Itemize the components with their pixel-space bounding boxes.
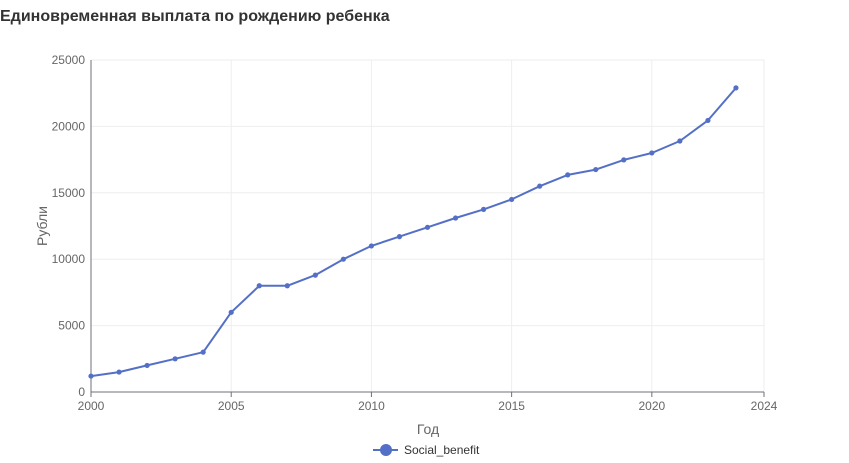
x-tick-label: 2020 <box>638 399 665 413</box>
legend-item-social-benefit[interactable]: Social_benefit <box>373 441 479 459</box>
series <box>88 85 739 379</box>
x-tick-labels: 2000 2005 2010 2015 2020 2024 <box>78 399 778 413</box>
y-tick-label: 25000 <box>52 53 86 67</box>
y-tick-label: 20000 <box>52 119 86 133</box>
x-tick-label: 2010 <box>358 399 385 413</box>
data-point[interactable] <box>733 85 739 91</box>
data-point[interactable] <box>509 196 515 203</box>
x-tick-label: 2005 <box>218 399 245 413</box>
data-point[interactable] <box>621 157 627 163</box>
y-tick-label: 10000 <box>52 252 86 266</box>
data-point[interactable] <box>677 138 683 144</box>
data-point[interactable] <box>284 283 290 289</box>
data-point[interactable] <box>396 234 403 240</box>
data-point[interactable] <box>649 150 655 156</box>
y-tick-label: 5000 <box>58 319 85 333</box>
data-point[interactable] <box>565 172 571 178</box>
data-point[interactable] <box>172 356 178 362</box>
data-point[interactable] <box>256 283 262 289</box>
legend-label: Social_benefit <box>404 443 480 457</box>
data-point[interactable] <box>424 224 431 230</box>
data-point[interactable] <box>340 256 346 262</box>
x-tick-label: 2024 <box>751 399 778 413</box>
data-point[interactable] <box>593 166 599 173</box>
legend-swatch-icon <box>373 441 398 459</box>
data-point[interactable] <box>312 272 318 278</box>
data-point[interactable] <box>116 369 122 375</box>
chart-title: Единовременная выплата по рождению ребен… <box>0 8 390 25</box>
x-tick-label: 2015 <box>498 399 525 413</box>
y-tick-label: 0 <box>78 385 85 399</box>
data-point[interactable] <box>368 243 375 249</box>
x-axis-title: Год <box>417 421 439 437</box>
data-point[interactable] <box>452 215 459 221</box>
data-point[interactable] <box>705 117 711 124</box>
x-tick-label: 2000 <box>78 399 105 413</box>
y-tick-labels: 0 5000 10000 15000 20000 25000 <box>52 53 86 399</box>
axes <box>90 60 765 397</box>
data-point[interactable] <box>480 206 487 212</box>
y-tick-label: 15000 <box>52 186 86 200</box>
series-line <box>90 87 737 378</box>
data-point[interactable] <box>88 373 94 379</box>
y-axis-title: Рубли <box>34 206 50 246</box>
data-point[interactable] <box>200 349 206 355</box>
data-point[interactable] <box>537 183 543 189</box>
data-point[interactable] <box>228 309 234 315</box>
data-point[interactable] <box>144 362 150 369</box>
